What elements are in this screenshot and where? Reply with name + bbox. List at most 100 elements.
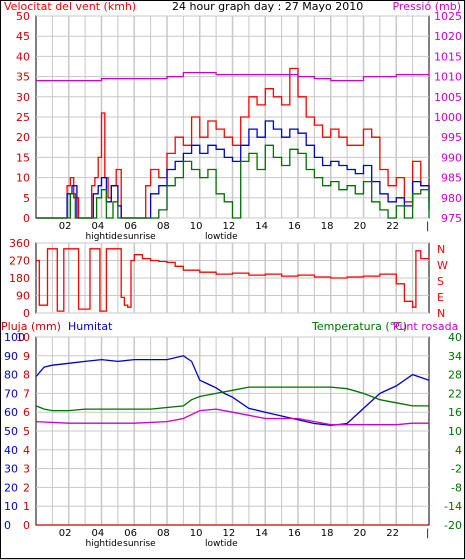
y-tick-label-right: 995 [441,131,462,144]
marker-label: sunrise [123,539,156,549]
wind-ylabel-right: Pressió (mb) [392,0,461,13]
humidity-ylabel: Humitat [68,320,113,333]
direction-yticks: 0 90 180 270 360 [9,237,30,320]
y-tick-label-right: -2 [451,463,462,476]
humidity-tick-label: 30 [4,463,18,476]
y-tick-label-right: 1015 [434,50,462,63]
temperature-ylabel: Temperatura (°C) [311,320,407,333]
y-tick-label: 2 [23,481,30,494]
x-tick-label: 14 [255,528,268,539]
y-tick-label: 10 [16,331,30,344]
x-tick-label: 16 [288,221,301,232]
y-tick-label: 7 [23,387,30,400]
humidity-yticks: 0 10 20 30 40 50 60 70 80 90 100 [4,331,25,532]
humidity-tick-label: 40 [4,444,18,457]
x-tick-label: 08 [157,528,170,539]
y-tick-label: 15 [16,151,30,164]
marker-label: lowtide [205,232,238,242]
series-pressure [36,70,430,82]
wind-yticks: 0 5 10 15 20 25 30 35 40 45 50 [16,10,30,225]
marker-label: lowtide [205,539,238,549]
y-tick-label-right: 4 [455,444,462,457]
y-tick-label: 90 [16,290,30,303]
compass-label: S [437,275,444,288]
y-tick-label: 270 [9,255,30,268]
y-tick-label-right: 1010 [434,71,462,84]
y-tick-label: 0 [23,212,30,225]
x-tick-label: 04 [92,221,105,232]
x-tick-label: 22 [386,221,399,232]
series-temperature [35,386,429,412]
series-humidity [35,355,430,427]
y-tick-label: 0 [23,307,30,320]
y-tick-label: 25 [16,111,30,124]
compass-label: W [437,259,448,272]
rain-temp-grid [36,336,429,526]
compass-label: N [437,243,445,256]
y-tick-label-right: 975 [441,212,462,225]
wind-series [36,67,430,219]
x-tick-label: 14 [255,221,268,232]
x-tick-label: 12 [223,528,236,539]
wind-xticks: 02 04 06 08 10 12 14 16 18 20 22 | [59,221,430,232]
y-tick-label: 30 [16,91,30,104]
y-tick-label: 9 [23,350,30,363]
y-tick-label: 0 [23,519,30,532]
humidity-tick-label: 70 [4,387,18,400]
marker-label: hightide [86,539,123,549]
y-tick-label: 10 [16,172,30,185]
x-tick-label: 12 [223,221,236,232]
rain-ylabel: Pluja (mm) [1,320,61,333]
y-tick-label-right: -20 [444,519,462,532]
y-tick-label-right: 1005 [434,91,462,104]
y-tick-label: 5 [23,192,30,205]
wind-ylabel-left: Velocitat del vent (kmh) [4,0,136,13]
x-tick-label: 10 [190,221,203,232]
x-tick-label: 22 [386,528,399,539]
y-tick-label: 50 [16,10,30,23]
x-tick-label: 08 [157,221,170,232]
y-tick-label-right: 28 [448,369,462,382]
y-tick-label-right: -8 [451,481,462,494]
y-tick-label: 20 [16,131,30,144]
compass-label: E [437,291,444,304]
x-tick-label: 04 [92,528,105,539]
y-tick-label-right: 22 [448,387,462,400]
y-tick-label-right: 985 [441,172,462,185]
x-tick-label: 18 [321,221,334,232]
series-minimum [36,144,430,219]
x-tick-label: 20 [354,221,367,232]
y-tick-label-right: 1020 [434,30,462,43]
y-tick-label-right: 1000 [434,111,462,124]
y-tick-label-right: -14 [444,500,462,513]
y-tick-label: 5 [23,425,30,438]
humidity-tick-label: 50 [4,425,18,438]
direction-series [36,248,430,312]
x-tick-label: 02 [59,221,72,232]
x-tick-label: 16 [288,528,301,539]
humidity-tick-label: 20 [4,481,18,494]
y-tick-label: 3 [23,463,30,476]
x-tick-label: 06 [124,528,137,539]
dewpoint-ylabel: Punt rosada [393,320,458,333]
rain-temp-marker-labels: hightide sunrise lowtide [86,539,239,549]
y-tick-label: 180 [9,272,30,285]
humidity-tick-label: 10 [4,500,18,513]
x-tick-end: | [426,221,429,232]
temperature-yticks: -20 -14 -8 -2 4 10 16 22 28 34 40 [444,331,462,532]
y-tick-label-right: 1025 [434,10,462,23]
y-tick-label: 4 [23,444,30,457]
x-tick-label: 18 [321,528,334,539]
y-tick-label: 6 [23,406,30,419]
y-tick-label: 360 [9,237,30,250]
rain-temp-xticks: 02 04 06 08 10 12 14 16 18 20 22 | [59,528,430,539]
x-tick-label: 10 [190,528,203,539]
humidity-tick-label: 60 [4,406,18,419]
y-tick-label-right: 980 [441,192,462,205]
humidity-tick-label: 80 [4,369,18,382]
x-tick-label: 02 [59,528,72,539]
y-tick-label: 35 [16,71,30,84]
